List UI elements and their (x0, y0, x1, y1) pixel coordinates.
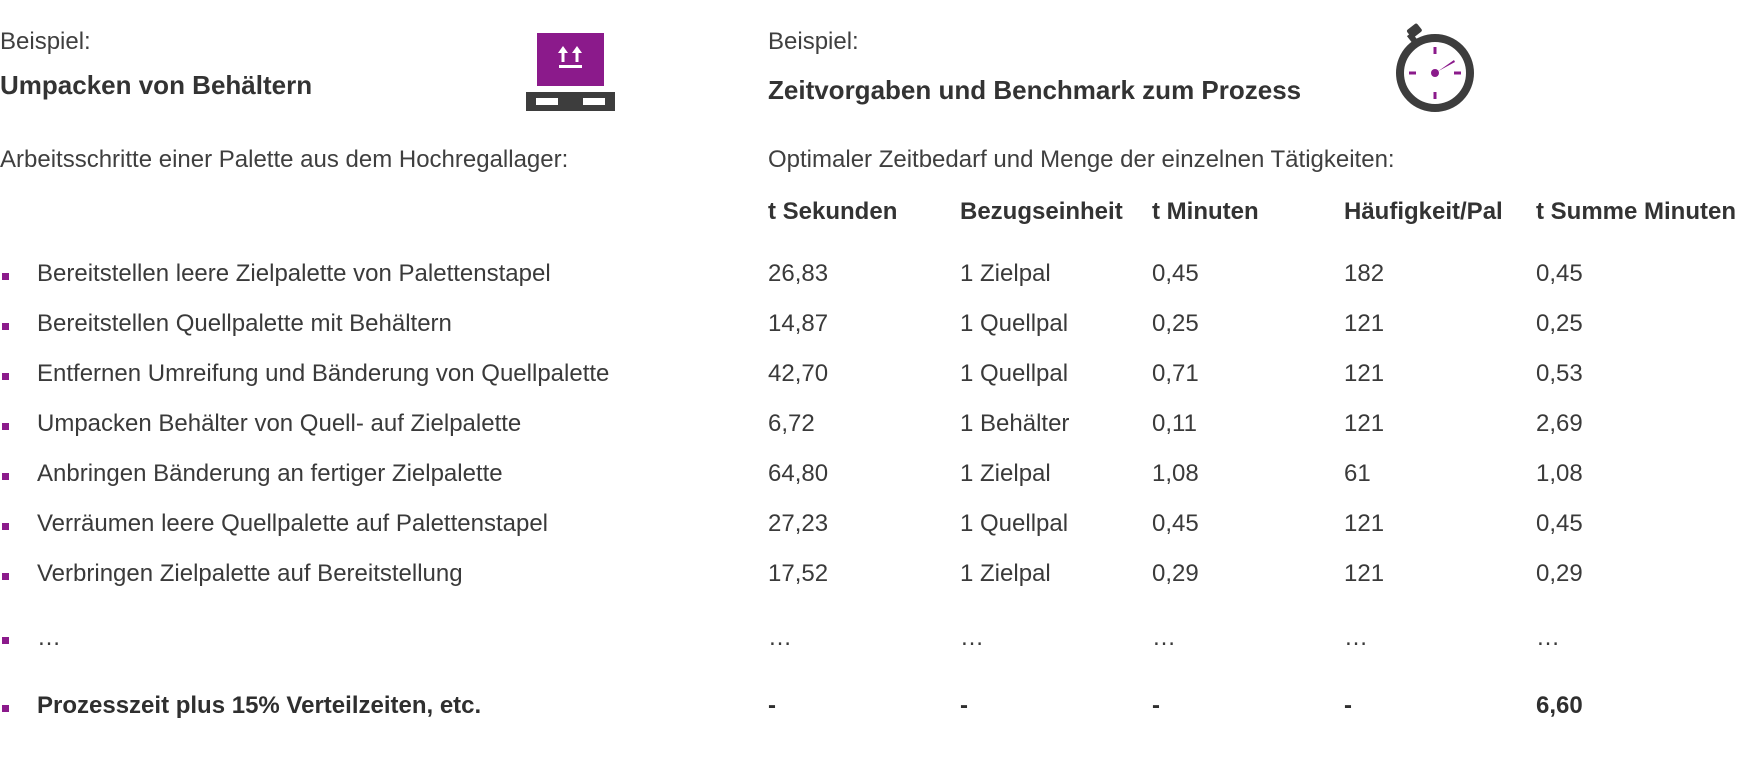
bullet-icon (2, 323, 9, 330)
table-row: Verbringen Zielpalette auf Bereitstellun… (0, 560, 1747, 596)
cell-bezugseinheit: 1 Behälter (960, 410, 1070, 437)
cell-t-minuten: 0,29 (1152, 560, 1199, 587)
table-row: … … … … … … (0, 624, 1747, 660)
step-label: Umpacken Behälter von Quell- auf Zielpal… (37, 410, 522, 437)
cell-t-summe: 0,45 (1536, 510, 1583, 537)
col-header-t-sekunden: t Sekunden (768, 198, 898, 225)
right-title: Zeitvorgaben und Benchmark zum Prozess (768, 75, 1302, 105)
total-haeufigkeit: - (1344, 692, 1352, 719)
bullet-icon (2, 373, 9, 380)
cell-haeufigkeit: 121 (1344, 360, 1385, 387)
table-row: Anbringen Bänderung an fertiger Zielpale… (0, 460, 1747, 496)
cell-t-sekunden: … (768, 624, 792, 651)
col-header-bezugseinheit: Bezugseinheit (960, 198, 1123, 225)
cell-bezugseinheit: 1 Zielpal (960, 560, 1051, 587)
bullet-icon (2, 637, 9, 644)
cell-t-summe: 0,45 (1536, 260, 1583, 287)
total-t-summe: 6,60 (1536, 692, 1583, 719)
cell-haeufigkeit: 121 (1344, 560, 1385, 587)
bullet-icon (2, 523, 9, 530)
step-label: Verräumen leere Quellpalette auf Palette… (37, 510, 548, 537)
cell-haeufigkeit: 121 (1344, 510, 1385, 537)
cell-bezugseinheit: 1 Quellpal (960, 310, 1069, 337)
step-label: … (37, 624, 61, 651)
stopwatch-icon (1396, 23, 1474, 112)
right-label: Beispiel: (768, 28, 859, 55)
total-t-sekunden: - (768, 692, 776, 719)
cell-haeufigkeit: … (1344, 624, 1368, 651)
pallet-box-icon (526, 33, 615, 111)
total-row: Prozesszeit plus 15% Verteilzeiten, etc.… (0, 692, 1747, 728)
left-label: Beispiel: (0, 28, 91, 55)
bullet-icon (2, 273, 9, 280)
cell-haeufigkeit: 61 (1344, 460, 1371, 487)
cell-t-minuten: 0,71 (1152, 360, 1199, 387)
step-label: Verbringen Zielpalette auf Bereitstellun… (37, 560, 463, 587)
bullet-icon (2, 473, 9, 480)
cell-t-minuten: 0,45 (1152, 260, 1199, 287)
cell-t-summe: … (1536, 624, 1560, 651)
total-label: Prozesszeit plus 15% Verteilzeiten, etc. (37, 692, 482, 719)
step-label: Entfernen Umreifung und Bänderung von Qu… (37, 360, 610, 387)
left-intro: Arbeitsschritte einer Palette aus dem Ho… (0, 146, 569, 173)
table-row: Bereitstellen leere Zielpalette von Pale… (0, 260, 1747, 296)
cell-t-summe: 0,53 (1536, 360, 1583, 387)
cell-haeufigkeit: 121 (1344, 410, 1385, 437)
bullet-icon (2, 423, 9, 430)
right-intro: Optimaler Zeitbedarf und Menge der einze… (768, 146, 1395, 173)
step-label: Bereitstellen Quellpalette mit Behältern (37, 310, 452, 337)
cell-t-minuten: 0,45 (1152, 510, 1199, 537)
cell-t-sekunden: 64,80 (768, 460, 829, 487)
step-label: Anbringen Bänderung an fertiger Zielpale… (37, 460, 503, 487)
cell-t-minuten: 1,08 (1152, 460, 1199, 487)
col-header-haeufigkeit: Häufigkeit/Pal (1344, 198, 1503, 225)
cell-t-sekunden: 17,52 (768, 560, 829, 587)
cell-t-minuten: 0,25 (1152, 310, 1199, 337)
cell-bezugseinheit: 1 Quellpal (960, 360, 1069, 387)
left-title: Umpacken von Behältern (0, 70, 313, 100)
total-t-minuten: - (1152, 692, 1160, 719)
cell-haeufigkeit: 121 (1344, 310, 1385, 337)
cell-t-summe: 0,25 (1536, 310, 1583, 337)
cell-bezugseinheit: 1 Zielpal (960, 460, 1051, 487)
table-row: Entfernen Umreifung und Bänderung von Qu… (0, 360, 1747, 396)
table-row: Bereitstellen Quellpalette mit Behältern… (0, 310, 1747, 346)
step-label: Bereitstellen leere Zielpalette von Pale… (37, 260, 551, 287)
cell-t-sekunden: 42,70 (768, 360, 829, 387)
cell-t-summe: 0,29 (1536, 560, 1583, 587)
cell-t-summe: 2,69 (1536, 410, 1583, 437)
table-row: Umpacken Behälter von Quell- auf Zielpal… (0, 410, 1747, 446)
cell-bezugseinheit: 1 Zielpal (960, 260, 1051, 287)
cell-bezugseinheit: 1 Quellpal (960, 510, 1069, 537)
cell-t-minuten: 0,11 (1152, 410, 1197, 437)
cell-t-minuten: … (1152, 624, 1176, 651)
cell-t-sekunden: 14,87 (768, 310, 829, 337)
col-header-t-summe: t Summe Minuten (1536, 198, 1737, 225)
cell-t-summe: 1,08 (1536, 460, 1583, 487)
col-header-t-minuten: t Minuten (1152, 198, 1259, 225)
total-bezugseinheit: - (960, 692, 968, 719)
bullet-icon (2, 705, 9, 712)
bullet-icon (2, 573, 9, 580)
cell-haeufigkeit: 182 (1344, 260, 1385, 287)
cell-t-sekunden: 26,83 (768, 260, 829, 287)
cell-t-sekunden: 6,72 (768, 410, 815, 437)
table-row: Verräumen leere Quellpalette auf Palette… (0, 510, 1747, 546)
cell-t-sekunden: 27,23 (768, 510, 829, 537)
cell-bezugseinheit: … (960, 624, 984, 651)
